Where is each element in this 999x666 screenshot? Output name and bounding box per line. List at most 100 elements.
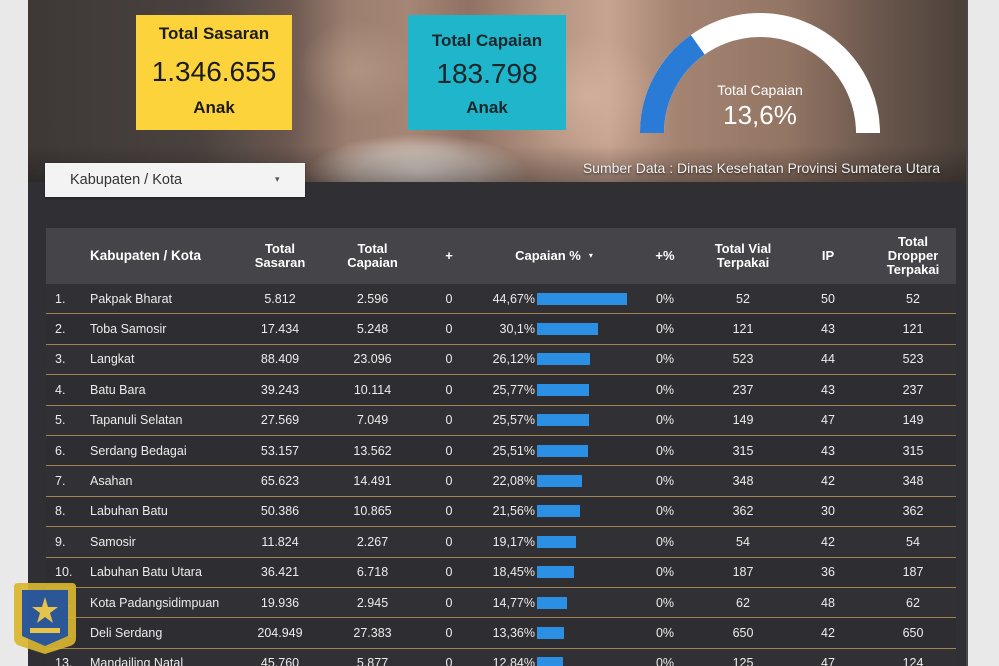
row-total-dropper-terpakai: 121: [902, 322, 924, 337]
capaian-bar: [537, 626, 564, 639]
row-capaian-percent: 19,17%: [492, 534, 535, 549]
capaian-percent-cell: 22,08%: [478, 466, 630, 495]
header-total-vial-terpakai[interactable]: Total Vial Terpakai: [714, 241, 772, 270]
row-total-sasaran: 53.157: [260, 443, 300, 458]
gauge-fill: [640, 34, 705, 134]
row-capaian-percent: 22,08%: [492, 474, 535, 489]
row-total-vial-terpakai: 650: [732, 625, 754, 640]
row-plus-percent: 0%: [655, 352, 675, 367]
kabupaten-kota-filter-dropdown[interactable]: Kabupaten / Kota ▾: [45, 163, 305, 197]
capaian-bar: [537, 505, 581, 518]
header-kabupaten-kota[interactable]: Kabupaten / Kota: [90, 248, 202, 263]
header-capaian-percent[interactable]: Capaian % ▾: [478, 228, 630, 284]
row-total-sasaran: 19.936: [260, 595, 300, 610]
row-capaian-percent: 25,51%: [492, 443, 535, 458]
row-total-dropper-terpakai: 54: [906, 534, 920, 549]
kpi-capaian-value: 183.798: [436, 58, 538, 89]
row-plus: 0: [445, 413, 453, 428]
row-ip: 44: [821, 352, 835, 367]
row-total-capaian: 2.267: [356, 534, 389, 549]
row-total-vial-terpakai: 121: [732, 322, 754, 337]
row-total-capaian: 5.248: [356, 322, 389, 337]
table-row[interactable]: 9. Samosir 11.824 2.267 0 19,17% 0% 54 42 54: [46, 527, 956, 558]
table-row[interactable]: 11.Kota Padangsidimpuan19.9362.945014,77…: [46, 587, 956, 619]
row-kabupaten-kota: Kota Padangsidimpuan: [90, 595, 220, 610]
row-plus-percent: 0%: [655, 322, 675, 337]
header-plus-percent[interactable]: +%: [655, 248, 675, 263]
table-row[interactable]: 7. Asahan 65.623 14.491 0 22,08% 0% 348 42 348: [46, 466, 956, 497]
emblem-logo: [12, 580, 78, 656]
capaian-percent-cell: 30,1%: [478, 314, 630, 343]
row-total-sasaran: 50.386: [260, 504, 300, 519]
row-plus: 0: [445, 382, 453, 397]
row-kabupaten-kota: Deli Serdang: [90, 625, 163, 640]
kpi-sasaran-value: 1.346.655: [151, 56, 277, 87]
emblem-logo-icon: [14, 583, 76, 654]
header-ip[interactable]: IP: [821, 248, 835, 263]
header-total-sasaran[interactable]: Total Sasaran: [254, 241, 306, 270]
sort-desc-icon: ▾: [588, 251, 593, 260]
row-plus-percent: 0%: [655, 504, 675, 519]
kpi-capaian-unit: Anak: [466, 98, 508, 117]
kpi-sasaran-unit: Anak: [193, 98, 235, 117]
capaian-bar: [537, 383, 589, 396]
capaian-bar: [537, 323, 598, 336]
table-row[interactable]: 12.Deli Serdang204.94927.383013,36%0%650…: [46, 618, 956, 649]
row-total-sasaran: 39.243: [260, 382, 300, 397]
row-total-capaian: 10.114: [353, 382, 392, 397]
table-row[interactable]: 5. Tapanuli Selatan 27.569 7.049 0 25,57% 0% 14…: [46, 405, 956, 436]
kpi-capaian-title: Total Capaian: [431, 31, 543, 50]
row-total-capaian: 5.877: [356, 656, 389, 666]
table-row[interactable]: 3. Langkat 88.409 23.096 0 26,12% 0% 523 44 523: [46, 344, 956, 376]
capaian-gauge: Total Capaian 13,6%: [636, 8, 884, 138]
row-plus-percent: 0%: [655, 474, 675, 489]
row-number: 9.: [55, 534, 66, 549]
row-total-dropper-terpakai: 650: [902, 625, 924, 640]
row-total-dropper-terpakai: 315: [902, 443, 924, 458]
header-total-capaian[interactable]: Total Capaian: [347, 241, 398, 270]
row-plus-percent: 0%: [655, 625, 675, 640]
row-capaian-percent: 13,36%: [492, 625, 535, 640]
row-plus-percent: 0%: [655, 382, 675, 397]
row-number: 7.: [55, 474, 66, 489]
row-total-vial-terpakai: 52: [736, 291, 750, 306]
row-ip: 43: [821, 382, 835, 397]
row-total-dropper-terpakai: 362: [902, 504, 924, 519]
row-kabupaten-kota: Pakpak Bharat: [90, 291, 172, 306]
table-row[interactable]: 6. Serdang Bedagai 53.157 13.562 0 25,51% 0% 31…: [46, 435, 956, 467]
row-total-sasaran: 204.949: [257, 625, 303, 640]
capaian-percent-cell: 25,57%: [478, 406, 630, 435]
row-plus-percent: 0%: [655, 656, 675, 666]
row-kabupaten-kota: Toba Samosir: [90, 322, 167, 337]
row-total-vial-terpakai: 62: [736, 595, 750, 610]
table-row[interactable]: 2. Toba Samosir 17.434 5.248 0 30,1% 0% 121 43 12…: [46, 314, 956, 345]
row-total-vial-terpakai: 523: [732, 352, 754, 367]
capaian-bar: [537, 535, 576, 548]
capaian-table: Kabupaten / Kota Total Sasaran Total Cap…: [46, 228, 956, 666]
row-number: 2.: [55, 322, 66, 337]
table-body: 1. Pakpak Bharat 5.812 2.596 0 44,67% 0% 52 50 52…: [46, 284, 956, 666]
row-capaian-percent: 12,84%: [492, 656, 535, 666]
row-plus: 0: [445, 322, 453, 337]
row-plus: 0: [445, 565, 453, 580]
row-kabupaten-kota: Batu Bara: [90, 382, 146, 397]
capaian-percent-cell: 25,51%: [478, 436, 630, 465]
row-number: 4.: [55, 382, 66, 397]
capaian-percent-cell: 18,45%: [478, 558, 630, 587]
table-row[interactable]: 8. Labuhan Batu 50.386 10.865 0 21,56% 0% 362 30…: [46, 496, 956, 528]
capaian-percent-cell: 44,67%: [478, 284, 630, 313]
table-row[interactable]: 1. Pakpak Bharat 5.812 2.596 0 44,67% 0% 52 50 52: [46, 284, 956, 315]
row-total-capaian: 7.049: [356, 413, 389, 428]
row-kabupaten-kota: Labuhan Batu Utara: [90, 565, 202, 580]
header-row-number: [46, 228, 80, 284]
table-row[interactable]: 4. Batu Bara 39.243 10.114 0 25,77% 0% 237 43 237: [46, 375, 956, 406]
row-capaian-percent: 25,77%: [492, 382, 535, 397]
header-plus[interactable]: +: [445, 248, 453, 263]
kpi-total-capaian-card: Total Capaian 183.798 Anak: [408, 15, 566, 130]
row-kabupaten-kota: Langkat: [90, 352, 135, 367]
row-kabupaten-kota: Asahan: [90, 474, 133, 489]
header-total-dropper-terpakai[interactable]: Total Dropper Terpakai: [886, 234, 940, 277]
table-row[interactable]: 10. Labuhan Batu Utara 36.421 6.718 0 18,45% 0…: [46, 557, 956, 588]
table-row[interactable]: 13. Mandailing Natal 45.760 5.877 0 12,84% 0% 1…: [46, 648, 956, 666]
